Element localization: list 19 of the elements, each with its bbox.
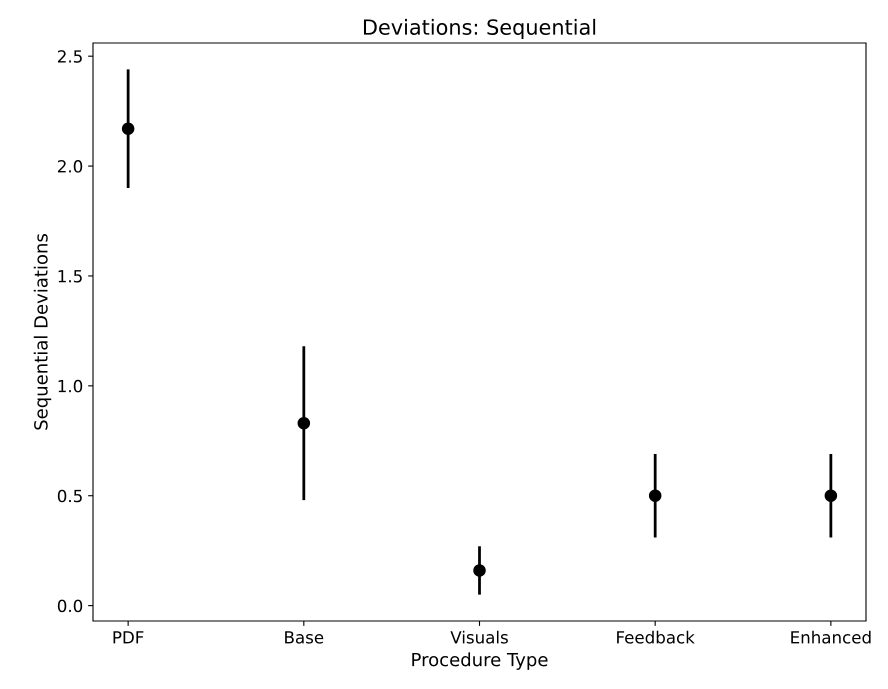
x-tick-label: Visuals — [450, 630, 508, 644]
y-tick-label: 2.5 — [58, 50, 82, 63]
point — [122, 122, 134, 135]
point — [648, 489, 662, 502]
point — [824, 489, 838, 502]
y-tick-label: 2.0 — [58, 160, 82, 173]
x-axis-title: Procedure Type — [412, 652, 548, 670]
point — [298, 416, 310, 430]
y-tick-label: 0.0 — [58, 600, 82, 612]
y-tick-label: 1.5 — [58, 270, 82, 283]
chart-title: Deviations: Sequential — [364, 18, 596, 39]
y-tick-label: 0.5 — [58, 490, 82, 502]
x-tick-label: Feedback — [617, 630, 695, 644]
x-tick-label: Base — [285, 631, 324, 644]
x-tick-label: Enhanced — [791, 630, 871, 644]
y-axis-title: Sequential Deviations — [34, 234, 52, 430]
y-tick-label: 1.0 — [58, 380, 82, 392]
x-tick-label: PDF — [114, 631, 144, 644]
point — [473, 564, 486, 577]
